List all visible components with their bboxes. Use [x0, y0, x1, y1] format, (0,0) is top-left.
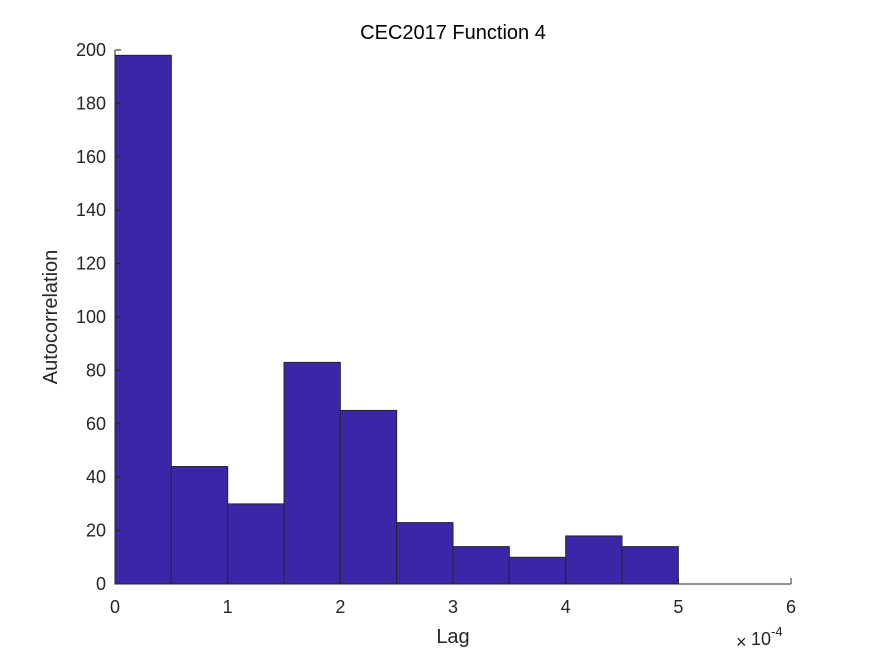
x-axis-title: Lag	[436, 626, 469, 648]
chart-title: CEC2017 Function 4	[360, 22, 546, 44]
histogram-bar-8	[508, 556, 567, 585]
histogram-bar-10	[621, 546, 679, 585]
y-tick-label: 0	[96, 574, 106, 594]
x-ticks-group: 0 1 2 3 4 5 6	[110, 578, 796, 617]
x-tick-label: 4	[561, 597, 571, 617]
histogram-bar-2	[170, 466, 229, 585]
x-tick-label: 2	[335, 597, 345, 617]
x-multiplier-exponent: -4	[771, 624, 783, 639]
x-tick-label: 0	[110, 597, 120, 617]
y-tick-label: 100	[76, 307, 106, 327]
y-tick-label: 80	[86, 360, 106, 380]
bars-group	[114, 54, 679, 585]
histogram-bar-7	[452, 546, 510, 585]
x-axis-multiplier: × 10 -4	[736, 624, 783, 652]
y-ticks-group: 0 20 40 60 80 100 120 140 160 180 200	[76, 40, 121, 594]
histogram-bar-3	[227, 503, 285, 585]
histogram-bar-6	[396, 522, 454, 585]
y-tick-label: 180	[76, 93, 106, 113]
x-multiplier-base: 10	[751, 629, 771, 649]
y-tick-label: 60	[86, 414, 106, 434]
y-tick-label: 40	[86, 467, 106, 487]
histogram-bar-5	[339, 409, 398, 585]
y-tick-label: 140	[76, 200, 106, 220]
histogram-bar-1	[114, 54, 172, 585]
x-multiplier-times: ×	[736, 632, 747, 652]
y-tick-label: 160	[76, 147, 106, 167]
histogram-bar-9	[565, 535, 623, 585]
y-tick-label: 20	[86, 521, 106, 541]
y-tick-label: 120	[76, 254, 106, 274]
x-tick-label: 5	[673, 597, 683, 617]
x-tick-label: 3	[448, 597, 458, 617]
x-tick-label: 6	[786, 597, 796, 617]
x-tick-label: 1	[223, 597, 233, 617]
y-tick-label: 200	[76, 40, 106, 60]
y-axis-title: Autocorrelation	[40, 250, 62, 385]
histogram-bar-4	[283, 361, 341, 585]
